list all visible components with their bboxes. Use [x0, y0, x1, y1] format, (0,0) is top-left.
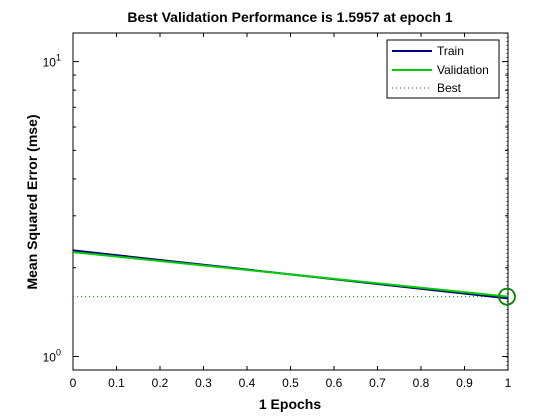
x-tick-label: 0.3	[195, 376, 212, 390]
x-tick-label: 0.4	[239, 376, 256, 390]
y-axis-label: Mean Squared Error (mse)	[24, 114, 40, 289]
series-line-validation	[72, 251, 509, 298]
best-point-marker	[498, 287, 516, 306]
legend-label-best: Best	[437, 81, 462, 95]
legend-label-train: Train	[437, 44, 464, 58]
x-tick-label: 0.1	[108, 376, 125, 390]
x-tick-label: 0	[70, 376, 77, 390]
legend-label-validation: Validation	[437, 63, 489, 77]
y-tick-label: 101	[43, 53, 61, 70]
legend: Train Validation Best	[386, 39, 500, 99]
chart-marks	[72, 33, 516, 370]
x-tick-label: 0.7	[369, 376, 386, 390]
x-tick-label: 1	[505, 376, 512, 390]
chart-title: Best Validation Performance is 1.5957 at…	[127, 9, 452, 25]
x-axis-label: 1 Epochs	[259, 396, 321, 412]
x-tick-label: 0.2	[152, 376, 169, 390]
axis-ticks: 0 0.1 0.2 0.3 0.4 0.5 0.6 0.7 0.8 0.9 1 100 101	[43, 33, 512, 390]
y-tick-label: 100	[43, 348, 61, 365]
x-tick-label: 0.6	[326, 376, 343, 390]
x-tick-label: 0.8	[413, 376, 430, 390]
x-tick-label: 0.9	[456, 376, 473, 390]
x-tick-label: 0.5	[282, 376, 299, 390]
